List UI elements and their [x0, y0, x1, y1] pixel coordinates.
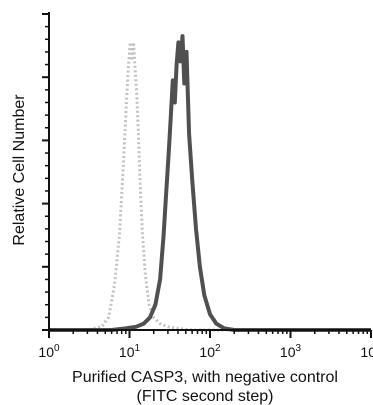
x-tick-label: 102: [199, 343, 221, 360]
y-axis-ticks: [42, 13, 49, 331]
x-tick-label: 103: [280, 343, 302, 360]
series-layer: [49, 34, 371, 332]
x-axis-label-line2: (FITC second step): [137, 388, 274, 405]
casp3-histogram-line: [49, 34, 371, 332]
x-tick-label: 101: [119, 343, 141, 360]
x-tick-label: 100: [38, 343, 60, 360]
x-tick-labels: 100 101 102 103 104: [38, 343, 373, 360]
y-axis-label: Relative Cell Number: [11, 94, 28, 246]
x-tick-label: 104: [360, 343, 373, 360]
x-axis-label-line1: Purified CASP3, with negative control: [72, 369, 338, 386]
x-axis-ticks: [48, 330, 372, 338]
control-histogram-line: [49, 40, 371, 332]
